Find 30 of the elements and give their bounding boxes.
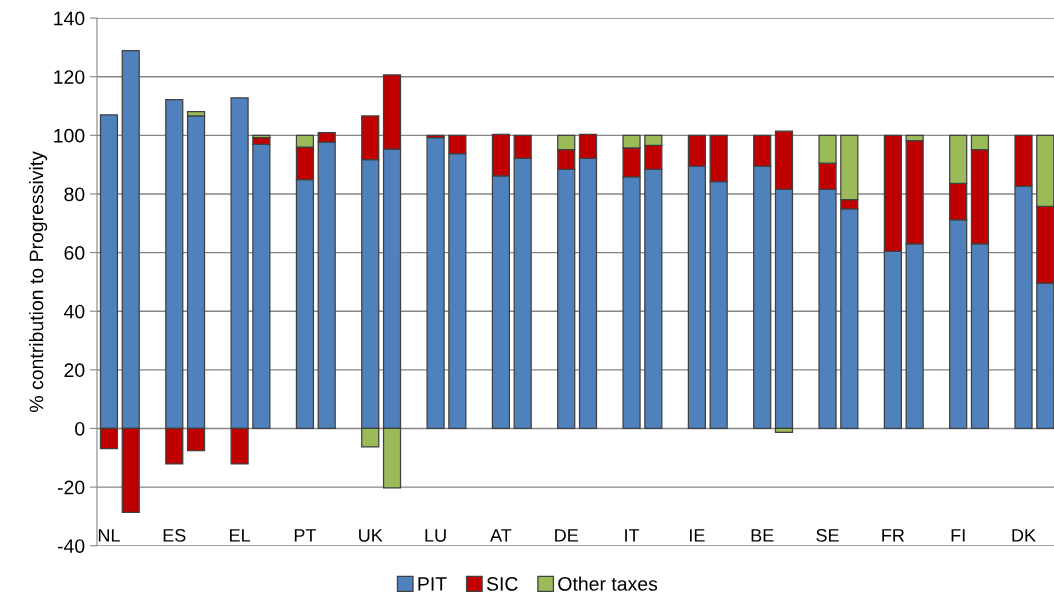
x-tick-label: ES — [163, 528, 186, 542]
x-tick-label: PT — [294, 529, 317, 542]
y-tick-label: 80 — [64, 187, 85, 202]
x-tick-label: DE — [555, 529, 578, 542]
legend-label: PIT — [418, 577, 447, 591]
y-tick-label: 120 — [54, 70, 85, 84]
x-tick-label: IT — [625, 529, 640, 542]
y-tick-label: 60 — [64, 246, 85, 260]
x-tick-label: IE — [690, 529, 705, 542]
y-tick-label: 140 — [54, 11, 85, 26]
x-tick-label: SE — [816, 528, 839, 542]
x-tick-label: UK — [359, 529, 383, 542]
y-tick-label: 40 — [63, 304, 85, 319]
legend-label: SIC — [486, 577, 518, 591]
x-tick-label: FI — [951, 529, 965, 542]
y-tick-label: 100 — [54, 128, 85, 143]
x-tick-label: DK — [1012, 529, 1036, 542]
x-tick-label: AT — [490, 529, 512, 542]
y-axis-title: % contribution to Progressivity — [29, 151, 48, 412]
bar — [426, 137, 445, 430]
x-tick-label: FR — [882, 529, 905, 542]
y-tick-label: 20 — [64, 363, 85, 378]
y-tick-label: -20 — [57, 480, 85, 495]
y-tick-label: 0 — [75, 421, 85, 436]
x-tick-label: EL — [230, 529, 251, 542]
x-tick-label: LU — [425, 529, 446, 542]
legend-label: Other taxes — [558, 576, 658, 591]
y-tick-label: -40 — [57, 539, 85, 553]
x-tick-label: NL — [98, 529, 120, 542]
x-tick-label: BE — [751, 529, 774, 542]
